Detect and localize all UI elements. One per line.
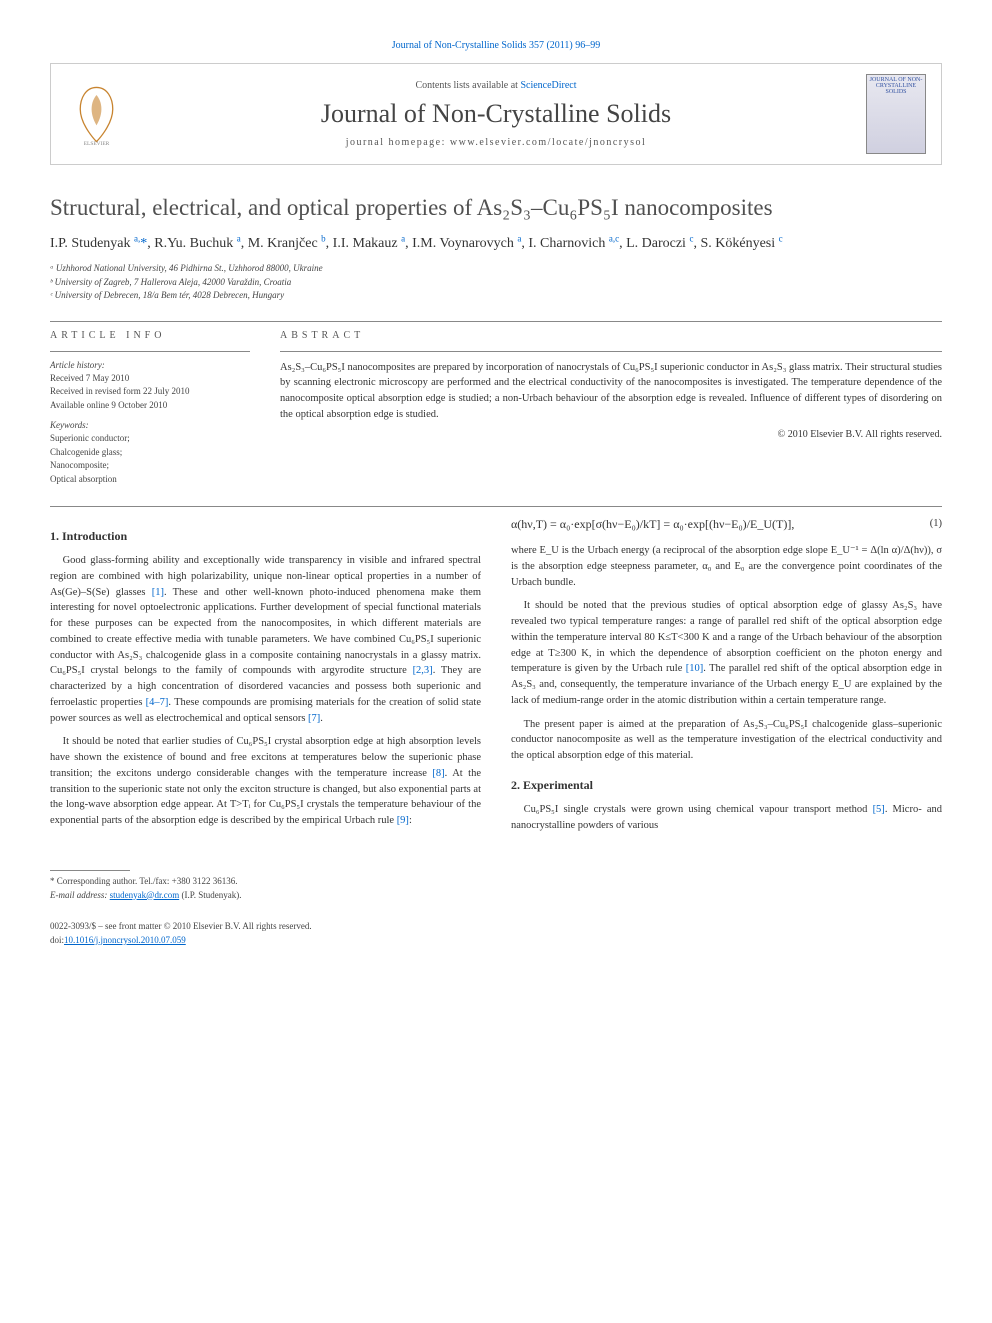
body-columns: 1. Introduction Good glass-forming abili… <box>50 515 942 840</box>
ref-10[interactable]: [10] <box>686 663 704 674</box>
svg-text:ELSEVIER: ELSEVIER <box>83 140 109 146</box>
ref-2-3[interactable]: [2,3] <box>413 665 433 676</box>
rule-top <box>50 321 942 322</box>
journal-name: Journal of Non-Crystalline Solids <box>126 99 866 129</box>
footnotes: * Corresponding author. Tel./fax: +380 3… <box>50 875 942 902</box>
authors-list: I.P. Studenyak a,*, R.Yu. Buchuk a, M. K… <box>50 236 942 252</box>
history-line: Received 7 May 2010 <box>50 372 250 386</box>
corresponding-author: * Corresponding author. Tel./fax: +380 3… <box>50 875 942 889</box>
abstract-box: ABSTRACT As₂S₃–Cu₆PS₅I nanocomposites ar… <box>280 330 942 487</box>
affiliation-c: ᶜ University of Debrecen, 18/a Bem tér, … <box>50 289 942 303</box>
keyword: Superionic conductor; <box>50 432 250 446</box>
article-info-heading: ARTICLE INFO <box>50 330 250 341</box>
copyright-line: © 2010 Elsevier B.V. All rights reserved… <box>280 429 942 440</box>
rule-info-1 <box>50 351 250 352</box>
abstract-heading: ABSTRACT <box>280 330 942 341</box>
section-1-heading: 1. Introduction <box>50 527 481 545</box>
email-line: E-mail address: studenyak@dr.com (I.P. S… <box>50 889 942 903</box>
rule-abs <box>280 351 942 352</box>
journal-header: ELSEVIER Contents lists available at Sci… <box>50 63 942 165</box>
abstract-text: As₂S₃–Cu₆PS₅I nanocomposites are prepare… <box>280 360 942 423</box>
elsevier-logo: ELSEVIER <box>66 79 126 149</box>
rule-bottom <box>50 506 942 507</box>
affiliation-a: ᵃ Uzhhorod National University, 46 Pidhi… <box>50 262 942 276</box>
contents-line: Contents lists available at ScienceDirec… <box>126 80 866 91</box>
bottom-metadata: 0022-3093/$ – see front matter © 2010 El… <box>50 920 942 947</box>
equation-content: α(hν,T) = α₀·exp[σ(hν−E₀)/kT] = α₀·exp[(… <box>511 515 912 533</box>
ref-4-7[interactable]: [4–7] <box>146 697 169 708</box>
intro-para-3: where E_U is the Urbach energy (a recipr… <box>511 543 942 590</box>
history-line: Available online 9 October 2010 <box>50 399 250 413</box>
affiliation-b: ᵇ University of Zagreb, 7 Hallerova Alej… <box>50 276 942 290</box>
keywords-body: Superionic conductor; Chalcogenide glass… <box>50 432 250 486</box>
history-body: Received 7 May 2010 Received in revised … <box>50 372 250 413</box>
ref-7[interactable]: [7] <box>308 713 320 724</box>
keywords-heading: Keywords: <box>50 420 250 430</box>
doi-line: doi:10.1016/j.jnoncrysol.2010.07.059 <box>50 934 942 948</box>
homepage-prefix: journal homepage: <box>346 137 450 148</box>
homepage-line: journal homepage: www.elsevier.com/locat… <box>126 137 866 148</box>
email-link[interactable]: studenyak@dr.com <box>110 890 180 900</box>
header-center: Contents lists available at ScienceDirec… <box>126 80 866 148</box>
email-label: E-mail address: <box>50 890 110 900</box>
history-heading: Article history: <box>50 360 250 370</box>
ref-5[interactable]: [5] <box>873 804 885 815</box>
history-line: Received in revised form 22 July 2010 <box>50 385 250 399</box>
issn-line: 0022-3093/$ – see front matter © 2010 El… <box>50 920 942 934</box>
ref-9[interactable]: [9] <box>397 815 409 826</box>
equation-number: (1) <box>912 516 942 532</box>
ref-8[interactable]: [8] <box>432 768 444 779</box>
intro-para-2: It should be noted that earlier studies … <box>50 734 481 829</box>
doi-label: doi: <box>50 935 64 945</box>
contents-prefix: Contents lists available at <box>415 80 520 91</box>
article-info-box: ARTICLE INFO Article history: Received 7… <box>50 330 250 487</box>
affiliations: ᵃ Uzhhorod National University, 46 Pidhi… <box>50 262 942 303</box>
homepage-url[interactable]: www.elsevier.com/locate/jnoncrysol <box>450 137 646 148</box>
journal-cover-thumb: JOURNAL OF NON-CRYSTALLINE SOLIDS <box>866 74 926 154</box>
section-2-heading: 2. Experimental <box>511 776 942 794</box>
footnote-separator <box>50 870 130 871</box>
ref-1[interactable]: [1] <box>152 587 164 598</box>
equation-1: α(hν,T) = α₀·exp[σ(hν−E₀)/kT] = α₀·exp[(… <box>511 515 942 533</box>
journal-citation[interactable]: Journal of Non-Crystalline Solids 357 (2… <box>50 40 942 51</box>
keyword: Chalcogenide glass; <box>50 446 250 460</box>
article-title: Structural, electrical, and optical prop… <box>50 195 942 221</box>
intro-para-5: The present paper is aimed at the prepar… <box>511 717 942 764</box>
keyword: Nanocomposite; <box>50 459 250 473</box>
doi-link[interactable]: 10.1016/j.jnoncrysol.2010.07.059 <box>64 935 186 945</box>
sciencedirect-link[interactable]: ScienceDirect <box>520 80 576 91</box>
email-suffix: (I.P. Studenyak). <box>179 890 241 900</box>
exp-para-1: Cu₆PS₅I single crystals were grown using… <box>511 802 942 834</box>
intro-para-4: It should be noted that the previous stu… <box>511 598 942 708</box>
keyword: Optical absorption <box>50 473 250 487</box>
intro-para-1: Good glass-forming ability and exception… <box>50 553 481 726</box>
